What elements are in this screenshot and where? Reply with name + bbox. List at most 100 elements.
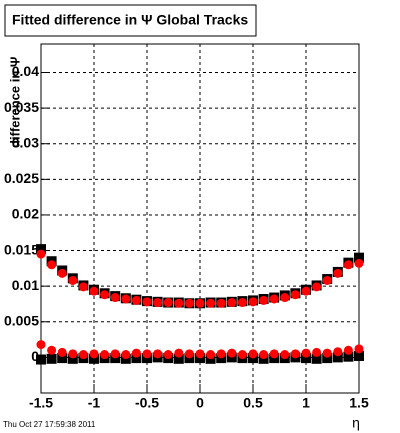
circle-marker — [206, 298, 216, 308]
circle-marker — [354, 344, 364, 354]
square-marker — [354, 350, 364, 361]
square-marker — [36, 244, 46, 255]
square-marker — [332, 352, 343, 363]
circle-marker — [259, 350, 269, 360]
x-tick-label: -1.5 — [29, 395, 53, 411]
circle-marker — [36, 249, 46, 259]
square-marker — [301, 353, 311, 364]
circle-marker — [78, 350, 88, 360]
title-box — [4, 4, 257, 37]
circle-marker — [269, 349, 279, 359]
y-axis-label: difference in Ψ — [7, 57, 22, 148]
circle-marker — [184, 298, 194, 308]
chart-title: Fitted difference in Ψ Global Tracks — [12, 12, 248, 28]
x-tick-label: -1 — [88, 395, 101, 411]
circle-marker — [57, 268, 67, 278]
circle-marker — [100, 290, 110, 300]
circle-marker — [237, 350, 247, 360]
circle-marker — [153, 349, 163, 359]
circle-marker — [227, 298, 237, 308]
square-marker — [46, 353, 57, 364]
circle-marker — [78, 282, 88, 292]
circle-marker — [237, 298, 247, 308]
circle-marker — [333, 268, 343, 278]
square-marker — [131, 353, 142, 364]
circle-marker — [216, 298, 226, 308]
circle-marker — [312, 282, 322, 292]
circle-marker — [131, 348, 141, 358]
circle-marker — [280, 293, 290, 303]
x-axis-label: η — [352, 415, 360, 431]
y-tick-label: 0.035 — [4, 99, 39, 115]
circle-marker — [142, 297, 152, 307]
circle-marker — [312, 347, 322, 357]
x-tick-label: -0.5 — [135, 395, 159, 411]
circle-marker — [195, 349, 205, 359]
x-tick-label: 1.5 — [349, 395, 369, 411]
square-marker — [89, 353, 99, 364]
circle-marker — [142, 349, 152, 359]
circle-marker — [174, 348, 184, 358]
circle-marker — [110, 293, 120, 303]
circle-marker — [269, 294, 279, 304]
circle-marker — [163, 350, 173, 360]
circle-marker — [322, 275, 332, 285]
circle-marker — [68, 349, 78, 359]
circle-marker — [121, 350, 131, 360]
circle-marker — [121, 294, 131, 304]
square-marker — [354, 252, 364, 263]
circle-marker — [322, 348, 332, 358]
circle-marker — [354, 258, 364, 268]
circle-marker — [248, 297, 258, 307]
square-marker — [311, 353, 322, 364]
square-marker — [173, 353, 184, 364]
square-marker — [322, 353, 333, 364]
circle-marker — [343, 260, 353, 270]
circle-marker — [301, 286, 311, 296]
circle-marker — [47, 260, 57, 270]
circle-marker — [290, 290, 300, 300]
circle-marker — [131, 295, 141, 305]
circle-marker — [184, 349, 194, 359]
circle-marker — [110, 349, 120, 359]
x-tick-label: 0 — [196, 395, 204, 411]
circle-marker — [280, 350, 290, 360]
circle-marker — [259, 295, 269, 305]
circle-marker — [57, 347, 67, 357]
circle-marker — [89, 349, 99, 359]
y-tick-label: 0.04 — [12, 63, 39, 79]
circle-marker — [248, 349, 258, 359]
footer-date: Thu Oct 27 17:59:38 2011 — [3, 420, 96, 429]
square-marker — [67, 353, 78, 364]
circle-marker — [333, 347, 343, 357]
y-tick-label: 0.03 — [12, 134, 39, 150]
circle-marker — [153, 298, 163, 308]
y-tick-label: 0.015 — [4, 241, 39, 257]
circle-marker — [163, 298, 173, 308]
circle-marker — [343, 345, 353, 355]
square-marker — [36, 354, 46, 365]
square-marker — [57, 353, 68, 364]
circle-marker — [301, 348, 311, 358]
circle-marker — [174, 298, 184, 308]
circle-marker — [89, 286, 99, 296]
y-tick-label: 0.025 — [4, 170, 39, 186]
circle-marker — [206, 350, 216, 360]
circle-marker — [68, 275, 78, 285]
x-tick-label: 0.5 — [243, 395, 263, 411]
circle-marker — [290, 349, 300, 359]
circle-marker — [195, 298, 205, 308]
y-tick-label: 0.005 — [4, 312, 39, 328]
circle-marker — [216, 349, 226, 359]
circle-marker — [36, 340, 46, 350]
y-tick-label: 0.02 — [12, 206, 39, 222]
y-tick-label: 0.01 — [12, 277, 39, 293]
circle-marker — [227, 348, 237, 358]
x-tick-label: 1 — [302, 395, 310, 411]
y-tick-label: 0 — [31, 348, 39, 364]
circle-marker — [47, 345, 57, 355]
circle-marker — [100, 350, 110, 360]
square-marker — [343, 351, 354, 362]
